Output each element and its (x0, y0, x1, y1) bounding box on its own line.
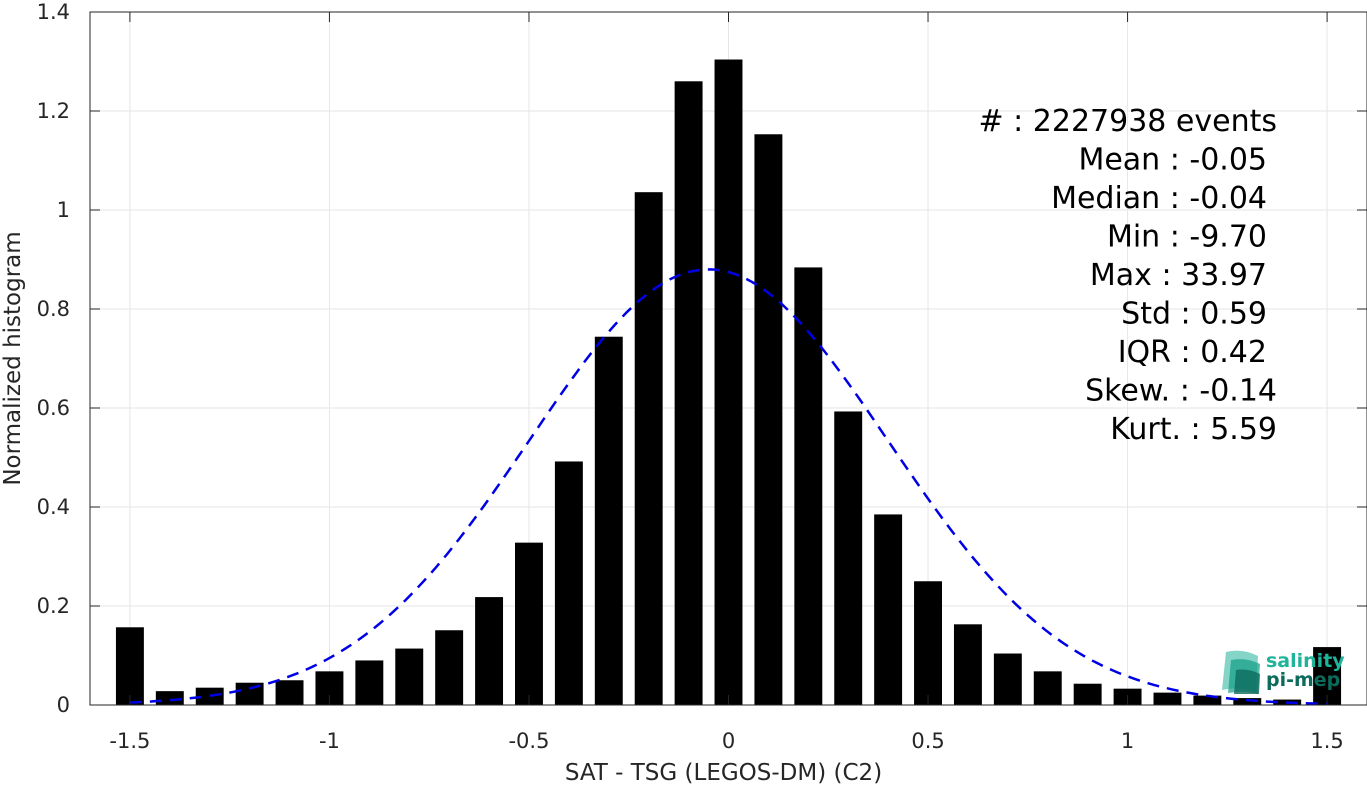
gaussian-fit-line (129, 268, 1328, 706)
logo-mark-icon (1222, 650, 1260, 694)
histogram-bar (594, 336, 623, 705)
histogram-bar (794, 267, 823, 705)
histogram-bar (1033, 671, 1062, 705)
fit-curve-group (129, 268, 1328, 706)
histogram-bar (714, 59, 743, 705)
histogram-bar (674, 81, 703, 706)
y-axis-label: Normalized histogram (0, 231, 26, 485)
stats-line: Skew. : -0.14 (1085, 374, 1277, 409)
histogram-bar (1233, 698, 1262, 705)
histogram-bar (554, 461, 583, 705)
histogram-bar (953, 624, 982, 705)
histogram-bar (475, 597, 504, 705)
x-tick-label: 1 (1121, 729, 1134, 753)
histogram-bar (1193, 695, 1222, 705)
histogram-bar (834, 411, 863, 705)
ticks (90, 11, 1367, 706)
stats-line: Min : -9.70 (1107, 220, 1267, 255)
y-tick-label: 0.4 (37, 495, 70, 519)
histogram-bar (914, 581, 942, 705)
x-tick-label: -1 (319, 729, 340, 753)
histogram-bar (1153, 692, 1182, 705)
y-tick-label: 0 (57, 693, 70, 717)
tick-labels: -1.5 -1 -0.5 0 0.5 1 1.5 0 0.2 0.4 0.6 0.8 1 1.2 1.4 (37, 0, 1344, 753)
stats-line: IQR : 0.42 (1118, 335, 1267, 370)
histogram-bar (754, 134, 783, 705)
y-tick-label: 0.2 (37, 594, 70, 618)
y-tick-label: 1 (57, 198, 70, 222)
stats-line: Max : 33.97 (1090, 258, 1267, 293)
histogram-bar (275, 680, 304, 705)
stats-line: Std : 0.59 (1121, 297, 1267, 332)
y-tick-label: 1.2 (37, 99, 70, 123)
stats-line: # : 2227938 events (978, 104, 1277, 139)
x-tick-label: 0 (722, 729, 735, 753)
histogram-bar (115, 627, 144, 705)
bars (115, 59, 1342, 706)
x-tick-label: 1.5 (1310, 729, 1343, 753)
y-tick-label: 0.6 (37, 396, 70, 420)
histogram-bar (395, 648, 424, 705)
stats-line: Median : -0.04 (1051, 181, 1267, 216)
stats-line: Kurt. : 5.59 (1110, 412, 1277, 447)
histogram-bar (515, 542, 543, 705)
histogram-bar (993, 653, 1022, 705)
x-tick-label: -1.5 (109, 729, 150, 753)
logo-text-line2: pi-mep (1266, 669, 1340, 691)
logo-text-line1: salinity (1266, 650, 1345, 672)
histogram-bar (155, 691, 184, 705)
histogram-bar (235, 682, 264, 705)
histogram-bar (874, 514, 903, 705)
histogram-bar (1073, 683, 1102, 705)
salinity-pimep-logo: salinity pi-mep (1222, 650, 1345, 694)
stats-line: Mean : -0.05 (1078, 143, 1267, 178)
y-tick-label: 0.8 (37, 297, 70, 321)
x-tick-label: -0.5 (508, 729, 549, 753)
x-tick-label: 0.5 (911, 729, 944, 753)
histogram-bar (435, 630, 464, 705)
x-axis-label: SAT - TSG (LEGOS-DM) (C2) (565, 760, 882, 785)
y-tick-label: 1.4 (37, 0, 70, 24)
histogram-bar (634, 192, 663, 705)
histogram-bar (355, 660, 384, 705)
